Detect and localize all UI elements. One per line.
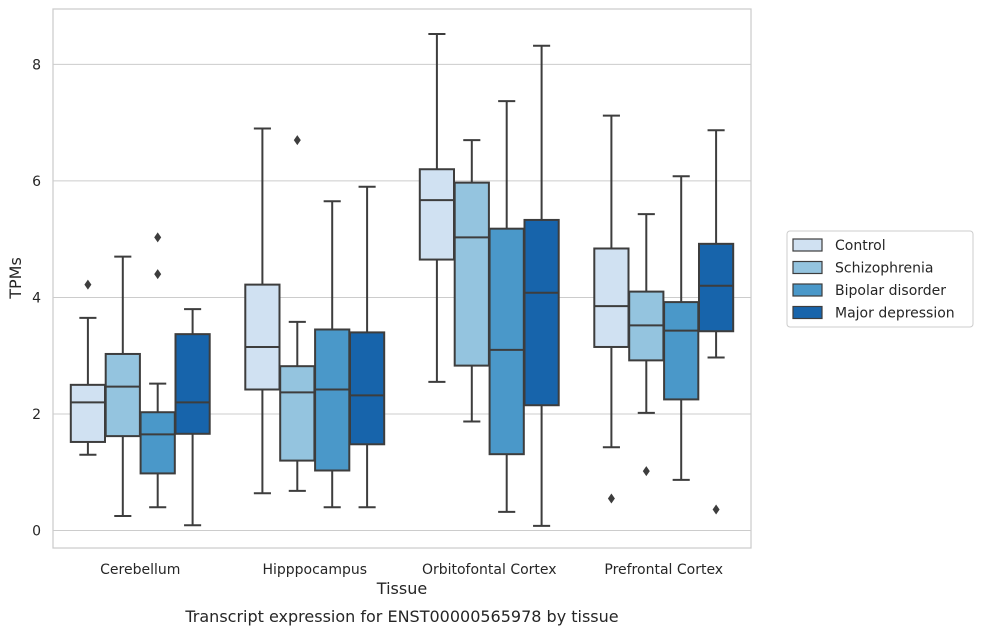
- legend-label: Bipolar disorder: [835, 283, 946, 299]
- iqr-box: [697, 242, 735, 333]
- box-schizophrenia: [628, 213, 665, 477]
- iqr-box: [593, 247, 630, 348]
- outlier-point: [154, 269, 162, 280]
- legend-swatch: [792, 305, 823, 320]
- x-tick-label: Cerebellum: [100, 562, 180, 578]
- legend-label: Major depression: [835, 306, 955, 322]
- y-tick-labels: 0 2 4 6 8: [32, 57, 41, 539]
- plot-frame: [52, 8, 752, 549]
- y-tick-label: 6: [32, 174, 41, 190]
- box-bipolar-disorder: [488, 100, 525, 513]
- box-layer: [69, 33, 735, 527]
- x-tick-label: Prefrontal Cortex: [604, 562, 723, 578]
- box-bipolar-disorder: [139, 232, 176, 509]
- iqr-box: [314, 328, 351, 472]
- x-axis-label: Tissue: [376, 579, 427, 598]
- y-tick-label: 4: [32, 290, 41, 306]
- legend-label: Control: [835, 238, 886, 254]
- outlier-point: [84, 279, 92, 290]
- box-bipolar-disorder: [663, 175, 700, 481]
- iqr-box: [104, 352, 141, 438]
- x-tick-label: Hipppocampus: [262, 562, 367, 578]
- box-schizophrenia: [279, 135, 316, 492]
- outlier-point: [642, 466, 650, 477]
- iqr-box: [523, 218, 560, 407]
- legend-frame: [786, 230, 974, 328]
- legend-swatch: [792, 260, 823, 275]
- box-control: [418, 33, 456, 383]
- y-tick-label: 0: [32, 524, 41, 540]
- box-control: [244, 127, 281, 495]
- outlier-point: [154, 232, 162, 243]
- box-major-depression: [523, 44, 560, 527]
- outlier-point: [293, 135, 301, 146]
- chart-caption: Transcript expression for ENST0000056597…: [184, 607, 618, 626]
- iqr-box: [139, 411, 176, 475]
- outlier-point: [607, 493, 615, 504]
- y-tick-label: 2: [32, 407, 41, 423]
- iqr-box: [663, 301, 700, 401]
- x-tick-labels: Cerebellum Hipppocampus Orbitofontal Corte…: [100, 562, 723, 578]
- legend-items: Control Schizophrenia Bipolar disorder Majo…: [792, 238, 955, 322]
- iqr-box: [453, 181, 490, 367]
- box-control: [69, 279, 107, 456]
- legend-swatch: [792, 283, 823, 297]
- box-bipolar-disorder: [314, 200, 351, 509]
- y-tick-label: 8: [32, 57, 41, 73]
- x-tick-label: Orbitofontal Cortex: [422, 562, 557, 578]
- box-major-depression: [348, 185, 386, 509]
- outlier-point: [712, 504, 720, 515]
- legend: Control Schizophrenia Bipolar disorder Majo…: [786, 230, 974, 328]
- y-axis-label: TPMs: [6, 257, 25, 300]
- iqr-box: [348, 331, 386, 446]
- box-major-depression: [174, 308, 211, 527]
- iqr-box: [279, 365, 316, 462]
- box-schizophrenia: [104, 255, 141, 517]
- iqr-box: [174, 333, 211, 435]
- box-schizophrenia: [453, 139, 490, 423]
- legend-label: Schizophrenia: [835, 261, 933, 277]
- iqr-box: [244, 283, 281, 391]
- legend-swatch: [792, 238, 823, 252]
- iqr-box: [69, 383, 107, 443]
- iqr-box: [418, 168, 456, 261]
- iqr-box: [488, 227, 525, 456]
- box-control: [593, 114, 630, 504]
- box-major-depression: [697, 129, 735, 515]
